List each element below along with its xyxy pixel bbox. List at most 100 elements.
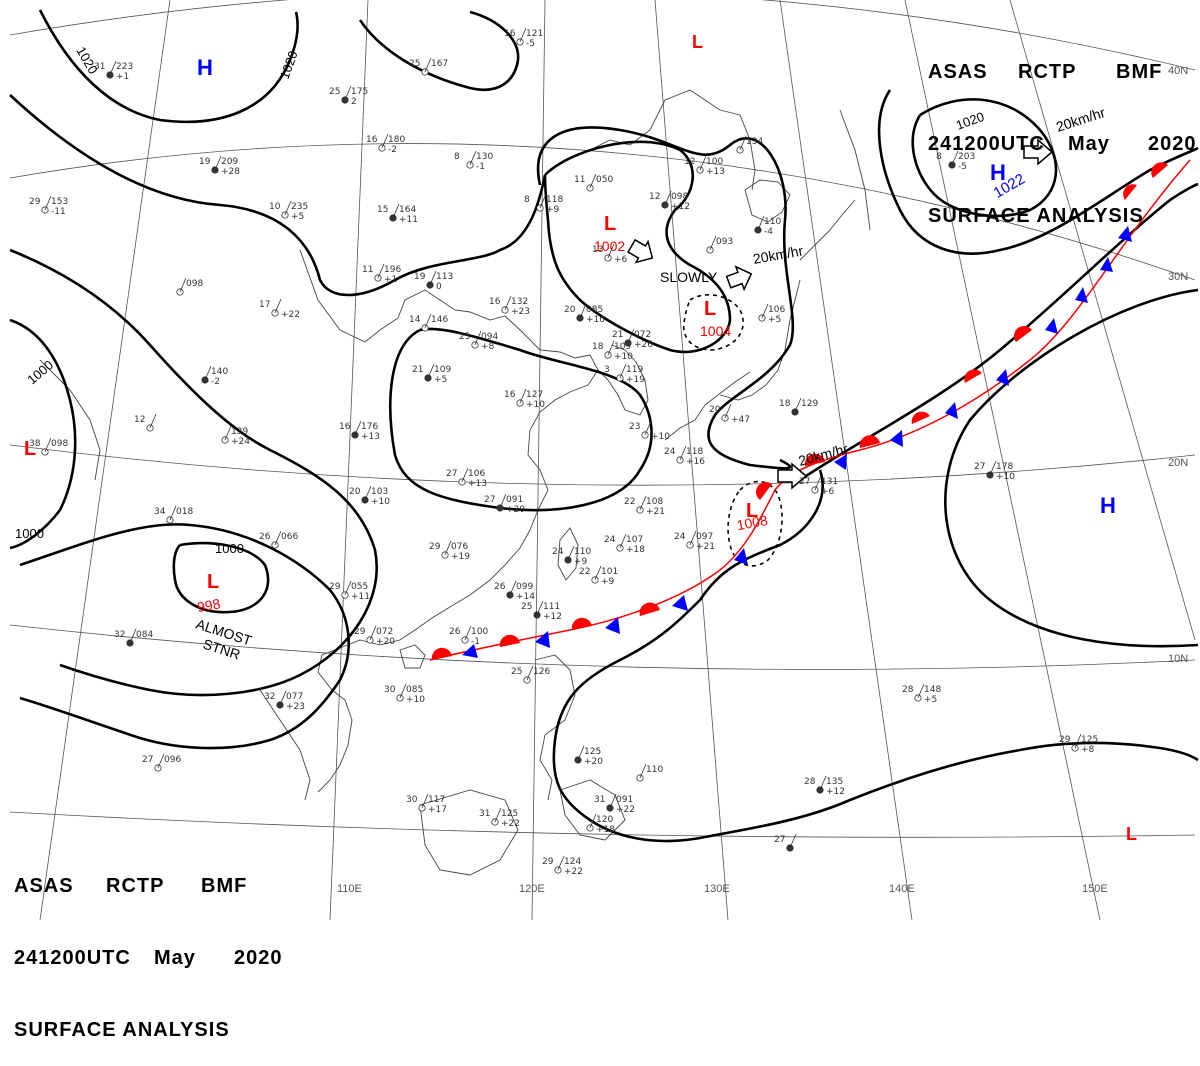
- wind-barb: [149, 413, 157, 429]
- station-plot: 16 180-2: [366, 133, 405, 155]
- station-plot: 27 096: [142, 753, 181, 772]
- station-temp: 8: [936, 152, 942, 162]
- station-temp: 29: [429, 542, 441, 552]
- station-pressure: 203: [958, 152, 975, 162]
- station-plot: 8 130-1: [454, 150, 493, 172]
- wind-barb: [761, 303, 769, 319]
- isobar-1016-north: [358, 10, 520, 91]
- wind-barb: [536, 600, 544, 616]
- station-temp: 16: [339, 422, 351, 432]
- station-plot: 28 135+12: [804, 775, 845, 797]
- isobar-1008-southwest: [19, 523, 350, 750]
- station-tendency: +1: [384, 275, 397, 285]
- coastlines: [39, 89, 871, 876]
- station-plot: 21 109+5: [412, 363, 451, 385]
- station-temp: 27: [799, 477, 810, 487]
- station-plot: 140-2: [201, 365, 228, 387]
- station-tendency: +16: [686, 457, 705, 467]
- lat-label: 40N: [1168, 65, 1188, 77]
- station-plot: 16 176+13: [339, 420, 380, 442]
- coast-china: [299, 249, 599, 646]
- low-center: L: [207, 571, 219, 593]
- station-tendency: +28: [221, 167, 240, 177]
- station-temp: 16: [504, 390, 516, 400]
- station-temp: 8: [524, 195, 530, 205]
- station-pressure: 111: [543, 602, 560, 612]
- station-pressure: 085: [406, 685, 423, 695]
- station-pressure: 148: [924, 685, 941, 695]
- station-tendency: +8: [481, 342, 495, 352]
- station-plot: 32 077+23: [264, 690, 305, 712]
- station-plot: 24 110+9: [552, 545, 591, 567]
- station-pressure: 178: [996, 462, 1013, 472]
- station-temp: 24: [604, 535, 616, 545]
- station-pressure: 164: [399, 205, 416, 215]
- wind-barb: [274, 530, 282, 546]
- isobar-1004-japan-sea: [543, 140, 732, 354]
- station-plot: 20 103+10: [349, 485, 390, 507]
- station-temp: 25: [409, 59, 420, 69]
- station-tendency: +12: [826, 787, 845, 797]
- station-pressure: 126: [533, 667, 550, 677]
- isobar-1008-pacific-south: [552, 469, 1199, 843]
- station-tendency: -5: [526, 39, 535, 49]
- station-pressure: 085: [586, 305, 603, 315]
- station-plot: 31 223+1: [94, 60, 133, 82]
- station-plot: 139+24: [221, 425, 250, 447]
- wind-barb: [494, 807, 502, 823]
- station-temp: 18: [779, 399, 791, 409]
- header-time: 241200UTC: [14, 947, 131, 969]
- header-station: RCTP: [1018, 61, 1077, 83]
- header-year: 2020: [234, 947, 283, 969]
- coast-kamchatka: [839, 109, 871, 231]
- station-plot: 29 125+8: [1059, 733, 1098, 755]
- station-temp: 20: [709, 405, 721, 415]
- station-pressure: 077: [286, 692, 303, 702]
- wind-barb: [607, 243, 615, 259]
- isobar-dashed-1002-low: [683, 294, 744, 351]
- station-plot: 110-4: [754, 215, 781, 237]
- low-center: L: [746, 500, 758, 522]
- station-plot: 22 108+21: [624, 495, 665, 517]
- wind-barb: [951, 150, 959, 166]
- station-pressure: 124: [564, 857, 581, 867]
- isobar-label: 1000: [24, 357, 56, 387]
- station-tendency: +9: [601, 577, 615, 587]
- wind-barb: [421, 793, 429, 809]
- station-pressure: 121: [526, 29, 543, 39]
- station-tendency: +20: [584, 757, 603, 767]
- station-pressure: 134: [746, 137, 763, 147]
- station-pressure: 176: [361, 422, 378, 432]
- lon-label: 110E: [337, 883, 362, 895]
- station-plot: 17 +22: [259, 298, 300, 320]
- station-temp: 15: [377, 205, 388, 215]
- isobar-998-low-south: [172, 541, 270, 614]
- coast-japan-kyushu: [664, 371, 751, 441]
- station-temp: 11: [362, 265, 373, 275]
- station-pressure: 100: [471, 627, 488, 637]
- station-temp: 25: [511, 667, 522, 677]
- header-station: RCTP: [106, 875, 165, 897]
- motion-arrow: [725, 265, 753, 292]
- motion-arrow: [777, 462, 808, 490]
- station-pressure: 119: [626, 365, 643, 375]
- station-temp: 23: [629, 422, 640, 432]
- station-plot: 30 085+10: [384, 683, 425, 705]
- latitude-line-0: [9, 811, 1196, 838]
- motion-label: SLOWLY: [660, 269, 718, 285]
- header-month: May: [1068, 133, 1110, 155]
- station-temp: 12: [684, 157, 695, 167]
- graticule-labels: 40N 30N 20N 10N 110E 120E 130E 140E 150E: [337, 65, 1188, 895]
- wind-barb: [369, 625, 377, 641]
- station-tendency: -2: [211, 377, 220, 387]
- station-temp: 19: [199, 157, 211, 167]
- wind-barb: [739, 135, 747, 151]
- station-pressure: 110: [764, 217, 781, 227]
- coast-japan-honshu: [719, 279, 801, 401]
- wind-barb: [989, 460, 997, 476]
- wind-barb: [224, 425, 232, 441]
- wind-barb: [129, 628, 137, 644]
- station-plot: 20 085+10: [564, 303, 605, 325]
- station-pressure: 118: [546, 195, 563, 205]
- station-plot: 31 091+22: [594, 793, 635, 815]
